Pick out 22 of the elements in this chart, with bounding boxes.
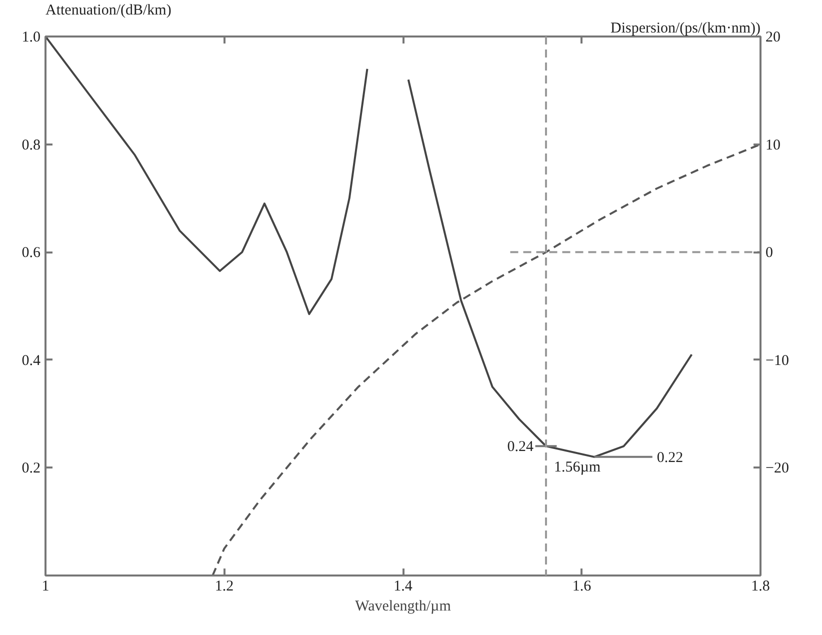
y2-axis-title: Dispersion/(ps/(km·nm)): [610, 20, 761, 36]
y-tick-label: 1.0: [22, 30, 40, 46]
y-axis-title: Attenuation/(dB/km): [46, 2, 172, 18]
y-tick-label: 0.2: [22, 460, 40, 477]
line-series: [212, 143, 760, 576]
y2-tick-label: 10: [766, 137, 780, 154]
y-tick-label: 0.6: [22, 245, 41, 262]
y2-tick-label: −20: [766, 460, 789, 477]
y-tick-label: 0.4: [22, 352, 41, 369]
x-tick-label: 1.2: [214, 578, 234, 594]
ref-line-label: 1.56µm: [554, 460, 601, 476]
y2-tick-label: −10: [766, 352, 789, 369]
x-axis-title: Wavelength/µm: [355, 598, 452, 614]
y2-tick-label: 0: [766, 245, 773, 262]
x-tick-label: 1.4: [394, 578, 413, 594]
annotation: 0.22: [656, 450, 684, 466]
x-tick-label: 1.8: [751, 578, 770, 594]
x-tick-label: 1: [42, 578, 50, 594]
x-tick-label: 1.6: [572, 578, 592, 594]
annotation: 0.24: [507, 439, 534, 456]
y2-tick-label: 20: [766, 30, 780, 46]
y-tick-label: 0.8: [22, 137, 40, 154]
